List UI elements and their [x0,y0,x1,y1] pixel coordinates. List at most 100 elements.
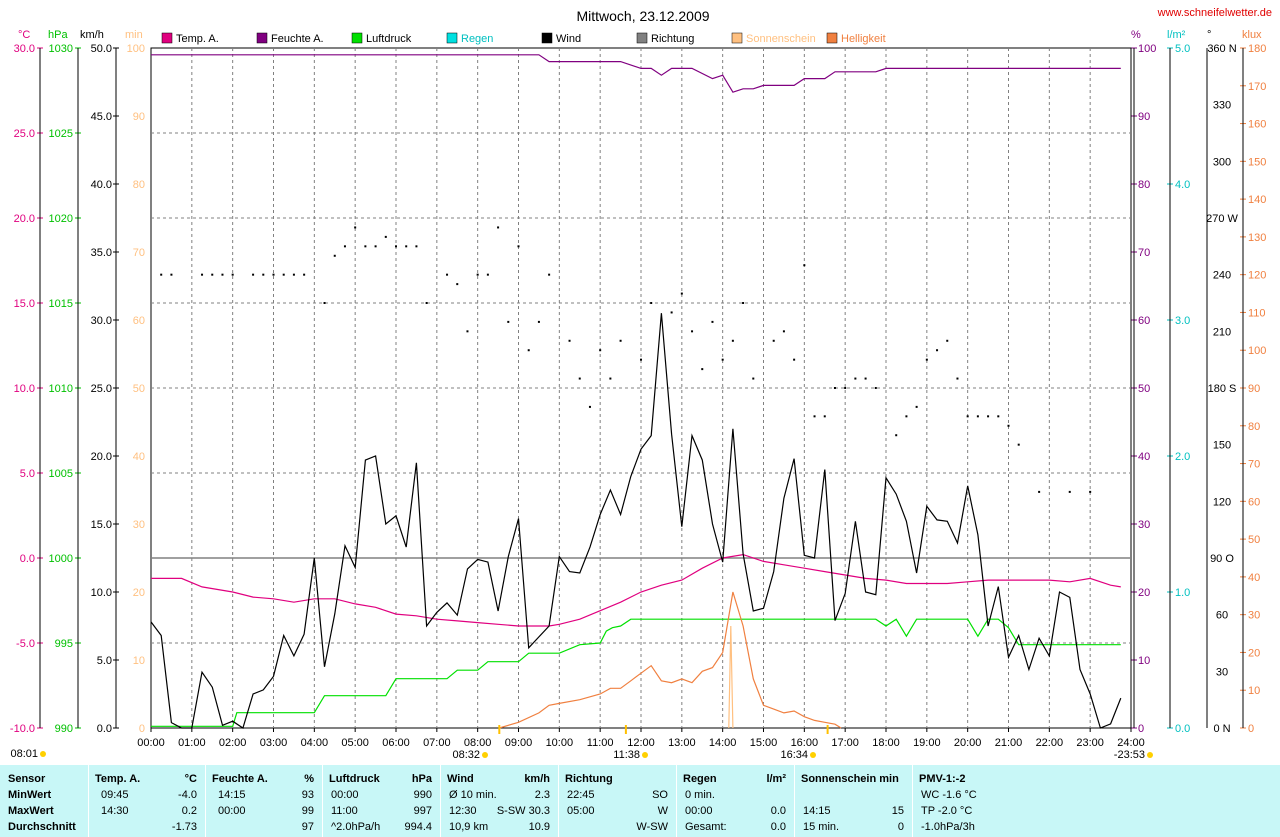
humidity-tick-label: 20 [1138,587,1150,599]
direction-point [640,358,642,361]
sunmin-axis-unit: min [125,29,143,41]
wind-tick-label: 20.0 [91,451,112,463]
direction-point [292,273,295,276]
klux-tick-label: 160 [1248,119,1266,131]
stats-separator [676,765,677,837]
direction-point [548,273,551,276]
rain-axis-unit: l/m² [1167,29,1186,41]
sun-mark-label: 08:32 [452,749,480,761]
dir-tick-label: 30 [1216,666,1228,678]
grid [151,48,1131,728]
humidity-tick-label: 30 [1138,519,1150,531]
legend-swatch [161,32,173,44]
x-tick-label: 12:00 [627,737,655,749]
pressure-tick-label: 995 [55,638,73,650]
sun-mark-icon [642,752,648,758]
stats-cell: Gesamt: [685,821,727,833]
direction-point [252,273,255,276]
stats-cell: W [657,805,668,817]
direction-point [1017,443,1020,446]
sunmin-tick-label: 20 [133,587,145,599]
direction-point [211,273,214,276]
pressure-tick-label: 990 [55,723,73,735]
series-luftdruck [151,618,1121,727]
pressure-axis-unit: hPa [48,29,68,41]
temp-tick-label: 30.0 [14,43,35,55]
direction-point [497,226,500,229]
humidity-tick-label: 60 [1138,315,1150,327]
stats-cell: °C [184,773,197,785]
site-link[interactable]: www.schneifelwetter.de [1157,7,1272,19]
x-tick-label: 23:00 [1076,737,1104,749]
sunmin-tick-label: 10 [133,655,145,667]
stats-cell: 2.3 [534,789,550,801]
sunmin-tick-label: 50 [133,383,145,395]
legend-label: Wind [556,33,581,45]
x-tick-label: 24:00 [1117,737,1145,749]
direction-point [405,245,408,248]
direction-point [588,405,591,408]
direction-point [742,302,745,304]
direction-point [966,415,969,418]
stats-cell: 00:00 [331,789,359,801]
direction-point [537,320,540,323]
direction-point [844,387,847,389]
dir-tick-label: 270 W [1206,213,1238,225]
dir-tick-label: 300 [1213,156,1231,168]
rain-tick-label: 0.0 [1175,723,1190,735]
x-tick-label: 07:00 [423,737,451,749]
klux-tick-label: 80 [1248,421,1260,433]
direction-point [507,320,510,323]
x-tick-label: 11:00 [587,737,614,749]
stats-cell: MinWert [8,789,52,801]
dir-tick-label: 60 [1216,610,1228,622]
x-tick-label: 19:00 [913,737,941,749]
stats-cell: PMV-1:-2 [919,773,966,785]
x-tick-label: 16:00 [791,737,819,749]
direction-point [599,349,602,352]
wind-tick-label: 25.0 [91,383,112,395]
pressure-tick-label: 1015 [49,298,73,310]
stats-cell: 997 [413,805,432,817]
stats-cell: Ø 10 min. [449,789,497,801]
sun-mark-icon [482,752,488,758]
sun-mark-icon [1147,752,1153,758]
stats-cell: 97 [301,821,314,833]
series-layer [150,54,1122,729]
klux-tick-label: 30 [1248,610,1260,622]
direction-point [466,330,469,333]
direction-point [272,273,275,276]
direction-point [721,358,724,361]
stats-cell: hPa [411,773,432,785]
direction-point [905,415,908,418]
temp-tick-label: 10.0 [14,383,35,395]
direction-point [609,377,612,380]
sunmin-tick-label: 100 [127,43,145,55]
x-tick-label: 22:00 [1036,737,1064,749]
stats-cell: 10,9 km [449,821,489,833]
sun-mark-icon [810,752,816,758]
direction-point [578,377,581,380]
klux-tick-label: 50 [1248,534,1260,546]
series-temp-a- [151,553,1121,627]
stats-cell: 0.0 [770,805,786,817]
legend-swatch [351,32,363,44]
stats-separator [440,765,441,837]
direction-point [915,405,918,408]
direction-point [1089,490,1092,493]
stats-cell: Durchschnitt [8,821,76,833]
legend-swatch [731,32,743,44]
x-axis: 00:00 01:00 02:00 03:00 04:00 05:00 06:00 07:00… [10,725,1153,761]
stats-cell: -4.0 [178,789,197,801]
stats-cell: 99 [301,805,314,817]
direction-point [170,273,173,276]
direction-point [395,245,397,248]
klux-tick-label: 140 [1248,194,1266,206]
direction-point [833,387,836,389]
klux-tick-label: 110 [1248,307,1266,319]
legend-label: Regen [461,33,493,45]
direction-point [201,273,204,276]
x-tick-label: 21:00 [995,737,1023,749]
stats-cell: 14:30 [101,805,129,817]
stats-cell: 00:00 [218,805,246,817]
